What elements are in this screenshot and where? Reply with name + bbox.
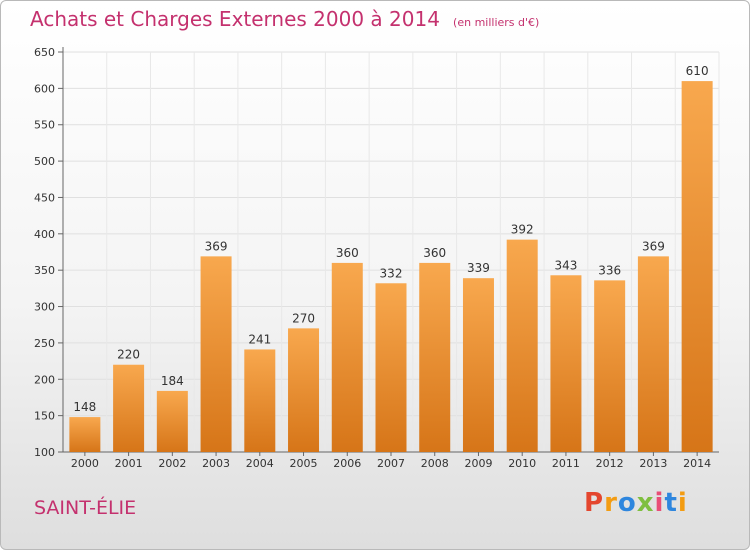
bar-2007 bbox=[375, 283, 407, 452]
x-tick-label-2004: 2004 bbox=[246, 457, 274, 470]
x-tick-label-2002: 2002 bbox=[158, 457, 186, 470]
x-tick-label-2010: 2010 bbox=[508, 457, 536, 470]
y-tick-label: 400 bbox=[34, 228, 55, 241]
x-tick-label-2007: 2007 bbox=[377, 457, 405, 470]
y-tick-label: 300 bbox=[34, 301, 55, 314]
value-label-2002: 184 bbox=[161, 374, 184, 388]
value-label-2007: 332 bbox=[380, 266, 403, 280]
y-tick-label: 450 bbox=[34, 191, 55, 204]
x-tick-label-2011: 2011 bbox=[552, 457, 580, 470]
brand-letter: t bbox=[664, 488, 678, 518]
bar-2003 bbox=[200, 256, 232, 452]
value-label-2006: 360 bbox=[336, 246, 359, 260]
commune-name: SAINT-ÉLIE bbox=[34, 497, 137, 519]
value-label-2011: 343 bbox=[554, 258, 577, 272]
x-tick-label-2003: 2003 bbox=[202, 457, 230, 470]
value-label-2001: 220 bbox=[117, 348, 140, 362]
brand-letter: x bbox=[636, 488, 655, 518]
value-label-2000: 148 bbox=[73, 400, 96, 414]
x-tick-label-2008: 2008 bbox=[421, 457, 449, 470]
y-tick-label: 200 bbox=[34, 373, 55, 386]
value-label-2004: 241 bbox=[248, 332, 271, 346]
x-tick-label-2006: 2006 bbox=[333, 457, 361, 470]
chart-title: Achats et Charges Externes 2000 à 2014 (… bbox=[30, 7, 539, 31]
y-tick-label: 100 bbox=[34, 446, 55, 459]
bar-2009 bbox=[462, 278, 494, 452]
bars bbox=[69, 81, 713, 452]
bar-2005 bbox=[288, 328, 320, 452]
value-label-2012: 336 bbox=[598, 263, 621, 277]
y-tick-label: 600 bbox=[34, 82, 55, 95]
bar-2002 bbox=[156, 390, 188, 452]
bar-2012 bbox=[594, 280, 626, 452]
brand-letter: o bbox=[617, 488, 637, 518]
y-tick-label: 250 bbox=[34, 337, 55, 350]
brand-letter: i bbox=[654, 488, 665, 518]
bar-2006 bbox=[331, 262, 363, 452]
value-label-2003: 369 bbox=[205, 239, 228, 253]
value-label-2010: 392 bbox=[511, 223, 534, 237]
y-tick-label: 500 bbox=[34, 155, 55, 168]
unit-text: (en milliers d'€) bbox=[453, 16, 540, 29]
x-tick-label-2012: 2012 bbox=[596, 457, 624, 470]
bar-2014 bbox=[681, 81, 713, 452]
bar-2011 bbox=[550, 275, 582, 452]
x-tick-label-2014: 2014 bbox=[683, 457, 711, 470]
value-label-2014: 610 bbox=[686, 64, 709, 78]
labels: 148 2000 220 2001 184 2002 369 2003 241 2004 270 20… bbox=[71, 64, 711, 470]
x-tick-label-2013: 2013 bbox=[639, 457, 667, 470]
x-tick-label-2000: 2000 bbox=[71, 457, 99, 470]
y-tick-label: 550 bbox=[34, 119, 55, 132]
x-tick-label-2009: 2009 bbox=[464, 457, 492, 470]
bar-2001 bbox=[113, 364, 145, 452]
value-label-2005: 270 bbox=[292, 311, 315, 325]
value-label-2009: 339 bbox=[467, 261, 490, 275]
title-text: Achats et Charges Externes 2000 à 2014 bbox=[30, 7, 440, 31]
bar-2004 bbox=[244, 349, 276, 452]
brand-letter: i bbox=[677, 488, 688, 518]
bar-2013 bbox=[637, 256, 669, 452]
proxiti-logo[interactable]: Proxiti bbox=[584, 488, 688, 518]
y-tick-label: 650 bbox=[34, 46, 55, 59]
bar-2008 bbox=[419, 262, 451, 452]
bar-2000 bbox=[69, 417, 101, 452]
y-tick-label: 350 bbox=[34, 264, 55, 277]
brand-letter: P bbox=[584, 488, 605, 518]
brand-letter: r bbox=[604, 488, 618, 518]
y-tick-label: 150 bbox=[34, 410, 55, 423]
value-label-2008: 360 bbox=[423, 246, 446, 260]
value-label-2013: 369 bbox=[642, 239, 665, 253]
bar-2010 bbox=[506, 239, 538, 452]
x-tick-label-2005: 2005 bbox=[290, 457, 318, 470]
x-tick-label-2001: 2001 bbox=[115, 457, 143, 470]
